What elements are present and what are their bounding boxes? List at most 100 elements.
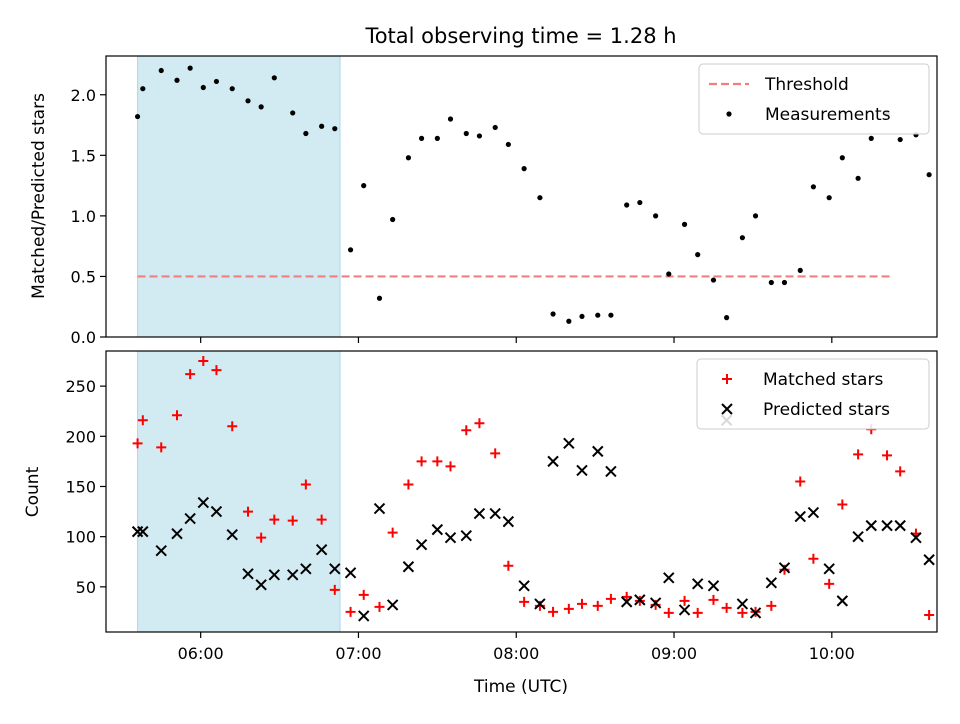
data-point: [926, 172, 932, 178]
data-point: [187, 65, 193, 71]
data-point: [550, 311, 556, 317]
data-point: [387, 527, 398, 538]
data-point: [376, 295, 383, 301]
data-point: [315, 543, 328, 556]
data-point: [621, 591, 632, 602]
legend-panel-0: Threshold Measurements: [698, 63, 930, 135]
data-point: [474, 418, 485, 429]
data-point: [303, 130, 309, 137]
data-point: [518, 580, 530, 592]
y-tick-label: 50: [76, 578, 96, 597]
x-tick-label: 09:00: [651, 644, 697, 663]
data-point: [692, 607, 703, 618]
data-point: [269, 514, 280, 525]
data-point: [519, 596, 530, 607]
data-point: [739, 235, 745, 241]
data-point: [605, 593, 616, 604]
data-point: [344, 567, 357, 579]
data-point: [158, 67, 164, 74]
data-point: [300, 479, 311, 490]
data-point: [624, 202, 630, 208]
data-point: [258, 104, 264, 110]
legend-box: [696, 358, 930, 430]
x-tick-label: 06:00: [178, 644, 224, 663]
data-point: [416, 456, 427, 467]
data-point: [140, 86, 146, 92]
data-point: [910, 531, 922, 544]
data-point: [174, 77, 180, 83]
data-point: [268, 569, 281, 581]
data-point: [795, 476, 806, 487]
data-point: [316, 514, 327, 525]
plot-frame-panel-1: [105, 350, 938, 633]
data-point: [132, 438, 143, 449]
y-tick-label: 0.5: [71, 267, 96, 286]
data-point: [707, 580, 720, 592]
data-point: [329, 563, 341, 575]
data-point: [837, 499, 848, 510]
data-point: [576, 598, 587, 609]
legend-label: Predicted stars: [763, 400, 890, 420]
data-point: [637, 199, 643, 206]
legend-marker-swatch: [721, 403, 733, 415]
data-point: [537, 195, 543, 201]
data-point: [171, 527, 183, 540]
data-point: [653, 213, 659, 219]
data-point: [663, 607, 674, 618]
data-point: [445, 461, 456, 472]
data-point: [521, 166, 527, 172]
data-point: [198, 356, 209, 367]
data-point: [492, 124, 498, 131]
data-point: [881, 519, 893, 532]
data-point: [681, 221, 688, 227]
y-tick-label: 1.0: [71, 207, 96, 226]
data-point: [200, 84, 206, 91]
data-point: [794, 510, 806, 523]
data-point: [836, 595, 849, 607]
data-point: [865, 519, 877, 532]
data-point: [210, 505, 223, 518]
data-point: [595, 312, 601, 318]
data-point: [431, 523, 444, 536]
data-point: [679, 595, 690, 606]
data-point: [576, 464, 588, 477]
data-point: [489, 507, 501, 520]
data-point: [386, 599, 399, 611]
data-point: [503, 560, 514, 571]
data-point: [592, 600, 603, 611]
chart-title: Total observing time = 1.28 h: [364, 24, 676, 48]
series-1-1: [131, 414, 935, 622]
legend-label: Measurements: [765, 105, 891, 125]
data-point: [490, 448, 501, 459]
data-point: [137, 415, 148, 426]
data-point: [605, 465, 617, 478]
data-point: [243, 506, 254, 517]
data-point: [894, 519, 906, 532]
data-point: [579, 313, 585, 320]
data-point: [332, 126, 338, 132]
data-point: [185, 369, 196, 380]
shaded-region-panel-0: [137, 55, 341, 338]
data-point: [826, 195, 832, 201]
data-point: [797, 267, 803, 273]
data-point: [432, 456, 443, 467]
legend-label: Matched stars: [763, 370, 883, 390]
data-point: [823, 563, 835, 575]
data-point: [765, 577, 778, 589]
y-tick-label: 2.0: [71, 86, 96, 105]
data-point: [808, 553, 819, 564]
data-point: [502, 515, 515, 528]
data-point: [868, 135, 874, 141]
shaded-region-panel-1: [137, 350, 341, 633]
data-point: [300, 563, 312, 575]
data-point: [211, 365, 222, 376]
data-point: [855, 175, 861, 181]
data-point: [663, 572, 675, 584]
data-point: [405, 155, 412, 161]
data-point: [418, 135, 425, 141]
legend-marker-swatch: [722, 374, 732, 384]
data-point: [434, 135, 440, 141]
y-tick-label: 150: [65, 477, 96, 496]
data-point: [721, 602, 732, 613]
